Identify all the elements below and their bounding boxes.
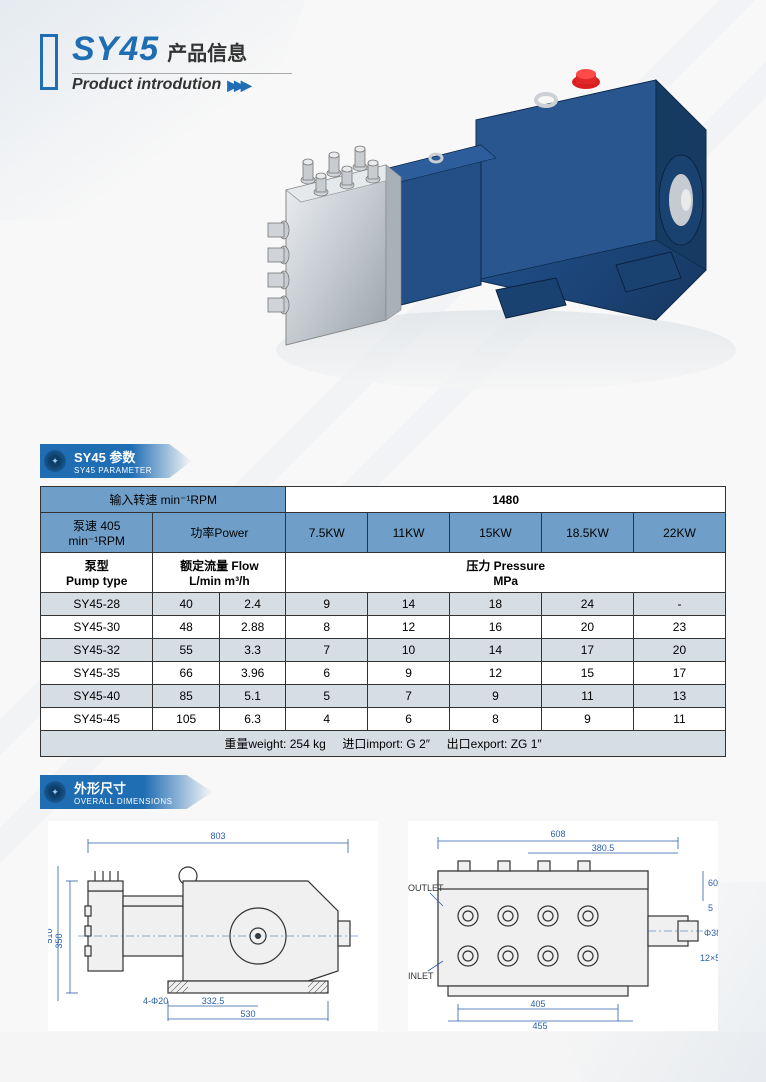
dim-overall-l: 803 (210, 831, 225, 841)
table-cell: 11 (633, 708, 725, 731)
table-cell: 17 (633, 662, 725, 685)
table-cell: 16 (449, 616, 541, 639)
th-flow-label: 额定流量 Flow L/min m³/h (153, 553, 286, 593)
th-power-4: 22KW (633, 513, 725, 553)
table-cell: 11 (541, 685, 633, 708)
table-row: SY45-28402.49141824- (41, 593, 726, 616)
th-pump-speed: 泵速 405 min⁻¹RPM (41, 513, 153, 553)
th-rpm-value: 1480 (286, 487, 726, 513)
table-cell: 20 (541, 616, 633, 639)
table-footer: 重量weight: 254 kg 进口import: G 2″ 出口export… (41, 731, 726, 757)
table-cell: 66 (153, 662, 219, 685)
dim-r-upper: 380.5 (592, 843, 615, 853)
table-cell: SY45-32 (41, 639, 153, 662)
table-cell: 4 (286, 708, 368, 731)
table-cell: 12 (449, 662, 541, 685)
th-power-0: 7.5KW (286, 513, 368, 553)
table-cell: 24 (541, 593, 633, 616)
th-power-2: 15KW (449, 513, 541, 553)
th-input-speed: 输入转速 min⁻¹RPM (41, 487, 286, 513)
dim-bolt: 4-Φ20 (143, 996, 168, 1006)
table-row: SY45-32553.3710141720 (41, 639, 726, 662)
section-tag-parameters: ✦ SY45 参数 SY45 PARAMETER (40, 444, 192, 478)
table-cell: SY45-28 (41, 593, 153, 616)
section-param-cn: SY45 参数 (74, 450, 135, 465)
section-tag-dimensions: ✦ 外形尺寸 OVERALL DIMENSIONS (40, 775, 213, 809)
tag-badge-icon: ✦ (44, 450, 66, 472)
header-accent-bar (40, 34, 58, 90)
dim-mid2: 530 (240, 1009, 255, 1019)
table-cell: 14 (368, 593, 450, 616)
table-cell: - (633, 593, 725, 616)
table-cell: 7 (368, 685, 450, 708)
table-cell: SY45-40 (41, 685, 153, 708)
section-param-en: SY45 PARAMETER (74, 466, 152, 475)
table-cell: 23 (633, 616, 725, 639)
table-cell: 6.3 (219, 708, 285, 731)
section-dims-cn: 外形尺寸 (74, 781, 126, 796)
table-cell: 18 (449, 593, 541, 616)
table-cell: 8 (286, 616, 368, 639)
dim-r-shaft: Φ38k6 (704, 928, 718, 938)
table-cell: 13 (633, 685, 725, 708)
tag-badge-icon: ✦ (44, 781, 66, 803)
table-cell: 15 (541, 662, 633, 685)
table-cell: 9 (449, 685, 541, 708)
table-cell: 9 (286, 593, 368, 616)
spec-table: 输入转速 min⁻¹RPM 1480 泵速 405 min⁻¹RPM 功率Pow… (40, 486, 726, 757)
table-cell: 7 (286, 639, 368, 662)
dim-r-overall: 608 (550, 829, 565, 839)
table-cell: 12 (368, 616, 450, 639)
table-cell: 6 (286, 662, 368, 685)
product-render (226, 40, 746, 400)
dim-h1: 350 (54, 933, 64, 948)
table-cell: 20 (633, 639, 725, 662)
table-cell: SY45-30 (41, 616, 153, 639)
table-cell: 2.88 (219, 616, 285, 639)
table-cell: 105 (153, 708, 219, 731)
th-pump-type: 泵型 Pump type (41, 553, 153, 593)
table-cell: 3.3 (219, 639, 285, 662)
dim-h2: 510 (48, 928, 54, 943)
table-cell: 10 (368, 639, 450, 662)
table-cell: 6 (368, 708, 450, 731)
table-cell: 5.1 (219, 685, 285, 708)
th-pressure-label: 压力 Pressure MPa (286, 553, 726, 593)
table-cell: SY45-45 (41, 708, 153, 731)
dim-r-key: 12×50 (700, 953, 718, 963)
table-row: SY45-35663.9669121517 (41, 662, 726, 685)
dim-r-low2: 455 (532, 1021, 547, 1031)
section-dims-en: OVERALL DIMENSIONS (74, 797, 173, 806)
table-cell: 8 (449, 708, 541, 731)
table-cell: 9 (368, 662, 450, 685)
table-row: SY45-30482.88812162023 (41, 616, 726, 639)
th-power-1: 11KW (368, 513, 450, 553)
subtitle-en: Product introdution (72, 76, 221, 94)
table-cell: 48 (153, 616, 219, 639)
dim-r-h60: 60 (708, 878, 718, 888)
drawing-front-view: 608 380.5 (408, 821, 718, 1031)
table-cell: 40 (153, 593, 219, 616)
table-cell: 9 (541, 708, 633, 731)
dim-mid1: 332.5 (202, 996, 225, 1006)
table-row: SY45-451056.3468911 (41, 708, 726, 731)
table-cell: 14 (449, 639, 541, 662)
dim-r-h5: 5 (708, 903, 713, 913)
table-cell: 2.4 (219, 593, 285, 616)
dim-r-low1: 405 (530, 999, 545, 1009)
table-cell: 3.96 (219, 662, 285, 685)
table-cell: 5 (286, 685, 368, 708)
model-name: SY45 (72, 30, 159, 69)
label-inlet: INLET (408, 971, 434, 981)
drawings-container: 803 (40, 821, 726, 1031)
table-cell: 85 (153, 685, 219, 708)
table-row: SY45-40855.15791113 (41, 685, 726, 708)
table-cell: SY45-35 (41, 662, 153, 685)
th-power-label: 功率Power (153, 513, 286, 553)
label-outlet: OUTLET (408, 883, 444, 893)
drawing-side-view: 803 (48, 821, 378, 1031)
table-cell: 17 (541, 639, 633, 662)
table-cell: 55 (153, 639, 219, 662)
th-power-3: 18.5KW (541, 513, 633, 553)
